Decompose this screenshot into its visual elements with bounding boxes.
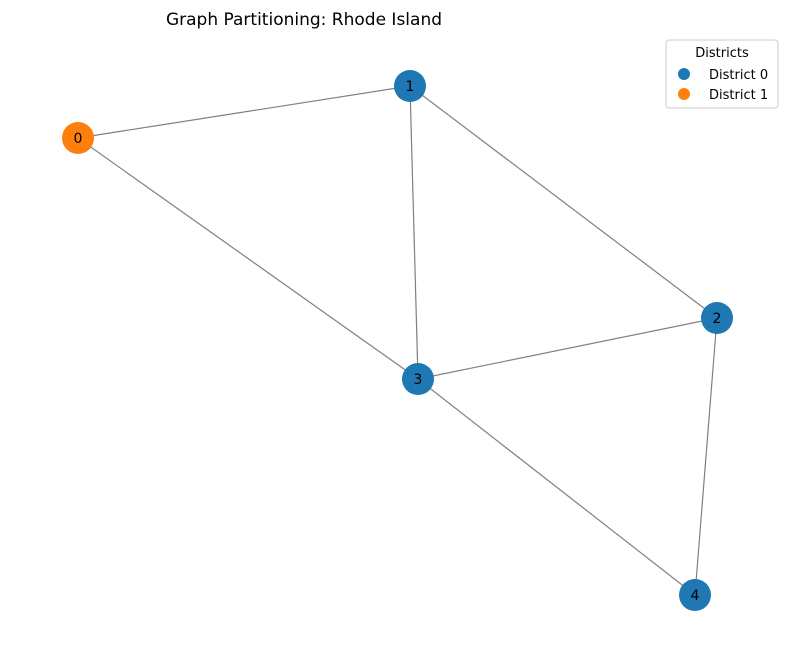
node-label: 3	[414, 372, 423, 388]
edge-0-3	[77, 137, 419, 380]
node-4: 4	[679, 579, 711, 611]
node-circle	[701, 302, 733, 334]
legend: Districts District 0 District 1	[665, 39, 779, 109]
legend-item: District 1	[678, 88, 768, 103]
nodes-layer: 0 1 2 3 4	[62, 70, 733, 611]
edge-2-3	[417, 317, 718, 380]
node-label: 2	[713, 311, 722, 327]
edge-0-1	[77, 85, 411, 139]
legend-title: Districts	[695, 46, 749, 61]
edge-1-2	[409, 85, 718, 319]
node-circle	[394, 70, 426, 102]
node-1: 1	[394, 70, 426, 102]
legend-marker	[678, 88, 690, 100]
edge-3-4	[417, 378, 696, 596]
node-0: 0	[62, 122, 94, 154]
edge-1-3	[409, 85, 419, 380]
node-3: 3	[402, 363, 434, 395]
figure-title: Graph Partitioning: Rhode Island	[166, 10, 442, 30]
node-2: 2	[701, 302, 733, 334]
legend-label: District 1	[709, 88, 768, 103]
legend-label: District 0	[709, 68, 768, 83]
node-label: 4	[691, 588, 700, 604]
node-label: 1	[406, 79, 415, 95]
node-circle	[62, 122, 94, 154]
legend-marker	[678, 68, 690, 80]
node-circle	[679, 579, 711, 611]
node-circle	[402, 363, 434, 395]
edges-layer	[77, 85, 718, 596]
legend-items: District 0 District 1	[678, 68, 768, 103]
legend-item: District 0	[678, 68, 768, 83]
edge-2-4	[694, 317, 718, 596]
legend-box	[665, 39, 779, 109]
node-label: 0	[74, 131, 83, 147]
